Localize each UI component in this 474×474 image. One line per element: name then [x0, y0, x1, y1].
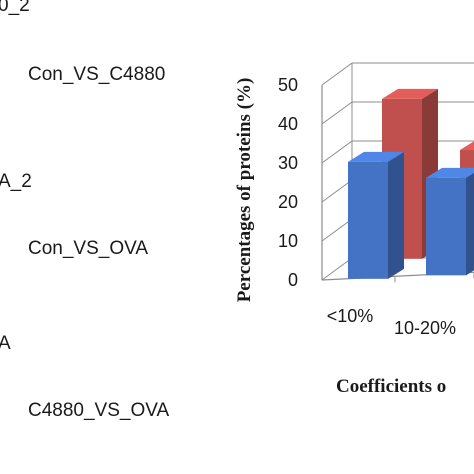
y-tick-label-10: 10	[278, 231, 298, 251]
bar-blue-0	[348, 151, 404, 279]
chart-labels: 0 10 20 30 40 50 <10% 10-20% Percentages of prot…	[234, 75, 456, 397]
bar-blue-1	[426, 167, 474, 276]
left-label-6: C4880_VS_OVA	[28, 400, 170, 421]
gridline-side-10	[321, 218, 353, 242]
bar-top-face	[426, 167, 474, 178]
bar-front-face	[348, 161, 388, 279]
gridline-side-0	[321, 257, 353, 281]
left-label-1: 0_2	[0, 0, 30, 16]
left-label-4: Con_VS_OVA	[28, 238, 149, 259]
y-tick-label-50: 50	[278, 75, 298, 95]
bar-side-face	[388, 151, 404, 279]
y-axis-title: Percentages of proteins (%)	[234, 78, 255, 303]
left-label-5: A	[0, 333, 11, 354]
x-tick-label-0: <10%	[327, 306, 374, 326]
chart-bars	[348, 88, 474, 279]
y-tick-label-0: 0	[288, 270, 298, 290]
bar-top-face	[382, 88, 438, 99]
bar-top-face	[460, 141, 474, 151]
gridline-side-50	[321, 62, 353, 86]
left-label-2: Con_VS_C4880	[28, 64, 166, 85]
y-tick-label-30: 30	[278, 153, 298, 173]
gridline-side-40	[321, 101, 353, 125]
bar-top-face	[348, 151, 404, 162]
y-tick-label-20: 20	[278, 192, 298, 212]
gridline-side-20	[321, 179, 353, 203]
bar-side-face	[466, 172, 474, 276]
left-label-3: A_2	[0, 171, 32, 192]
y-tick-label-40: 40	[278, 114, 298, 134]
gridline-side-30	[321, 140, 353, 164]
x-axis-title: Coefficients o	[336, 376, 446, 397]
x-tick-label-1: 10-20%	[394, 318, 456, 338]
bar-front-face	[426, 177, 466, 276]
